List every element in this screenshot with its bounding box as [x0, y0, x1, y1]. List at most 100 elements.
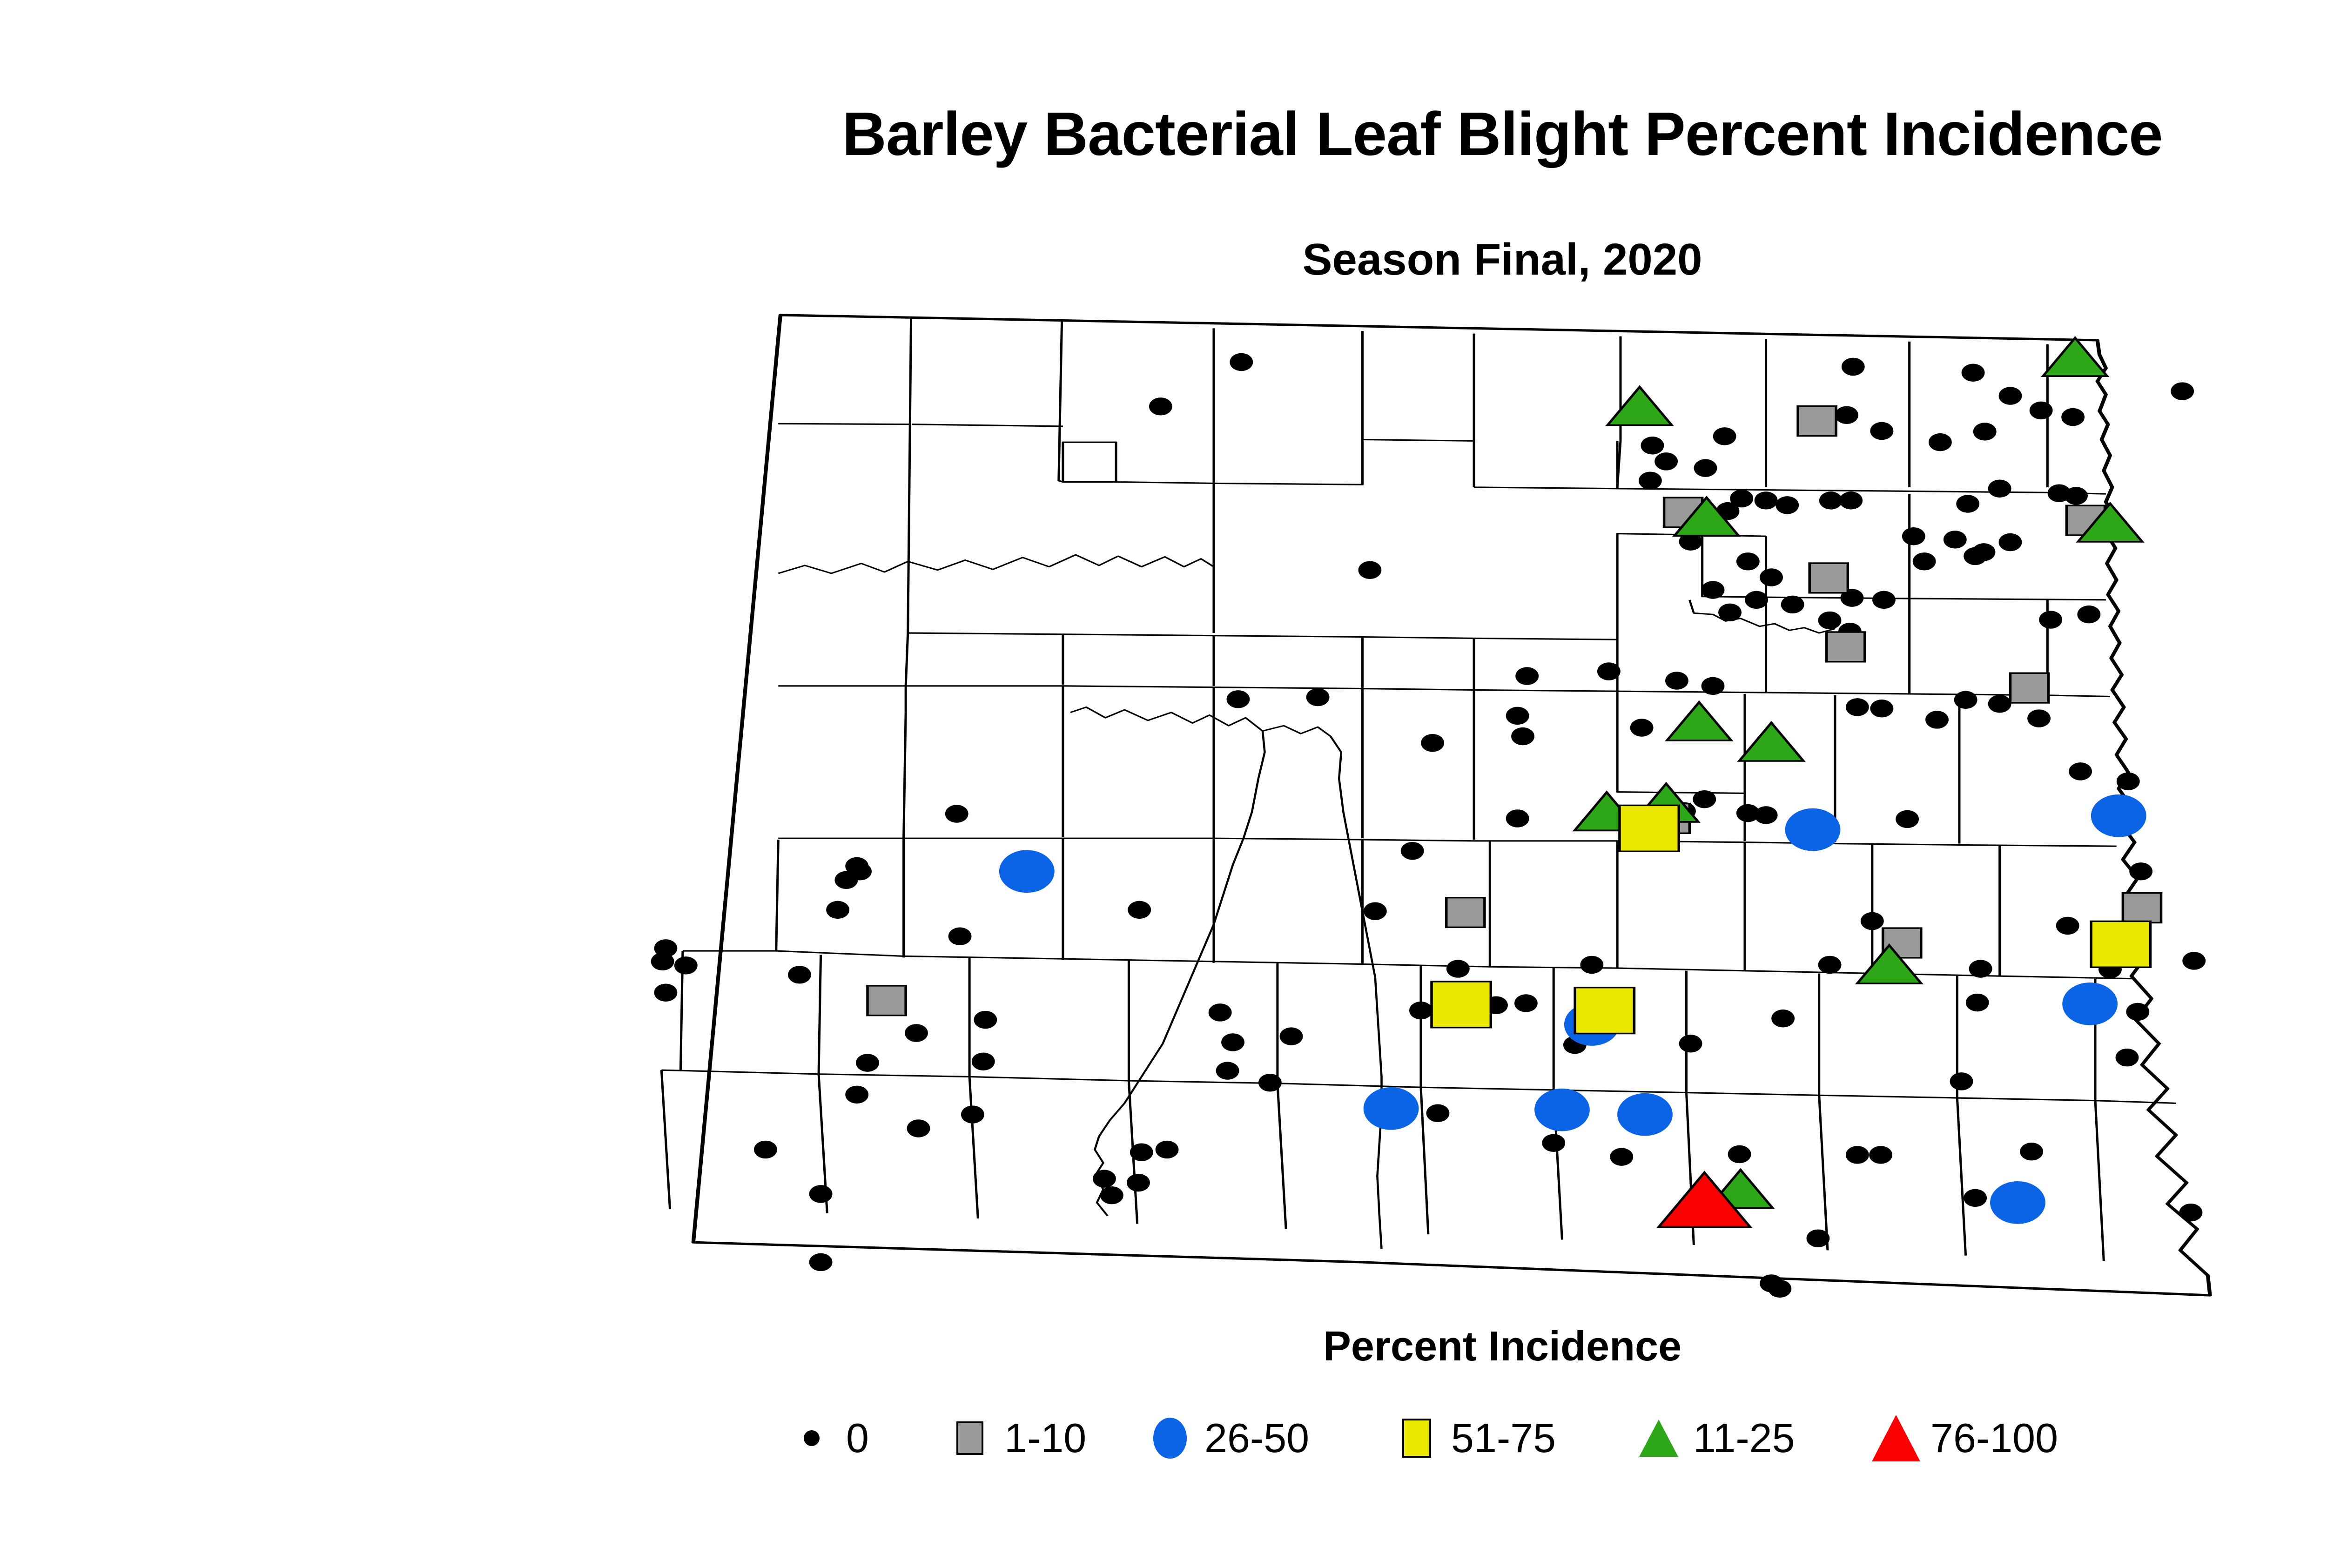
- map-marker-0: [809, 1253, 833, 1272]
- map-marker-0: [1781, 595, 1804, 614]
- map-marker-0: [1679, 532, 1702, 551]
- map-marker-0: [2039, 611, 2063, 629]
- legend-label-0: 0: [846, 1415, 869, 1461]
- map-marker-11-25: [2076, 501, 2145, 543]
- legend-item-51-75[interactable]: 51-75: [1396, 1410, 1556, 1466]
- map-marker-0: [1754, 806, 1778, 824]
- legend-green-triangle-icon: [1638, 1413, 1679, 1464]
- map-marker-0: [1679, 1035, 1702, 1053]
- map-marker-0: [1998, 387, 2022, 405]
- map-marker-0: [1896, 810, 1919, 828]
- map-marker-0: [1841, 357, 1865, 376]
- map-marker-0: [845, 1085, 869, 1104]
- map-marker-0: [2065, 487, 2088, 505]
- map-marker-0: [2182, 952, 2206, 970]
- map-marker-26-50: [1363, 1087, 1419, 1130]
- legend-label-51-75: 51-75: [1451, 1415, 1556, 1461]
- legend-dot-icon: [791, 1413, 832, 1464]
- map-marker-0: [1208, 1003, 1232, 1022]
- legend-item-76-100[interactable]: 76-100: [1872, 1410, 2058, 1466]
- map-marker-51-75: [2090, 920, 2152, 968]
- map-marker-76-100: [1656, 1171, 1753, 1228]
- map-marker-0: [1768, 1279, 1792, 1298]
- map-marker-0: [1358, 561, 1382, 579]
- map-marker-0: [1845, 1146, 1869, 1164]
- map-marker-1-10: [1796, 405, 1837, 437]
- map-marker-0: [971, 1052, 995, 1070]
- map-marker-1-10: [866, 985, 907, 1016]
- map-marker-0: [1279, 1027, 1303, 1045]
- map-marker-0: [1860, 912, 1884, 930]
- map-marker-0: [674, 956, 698, 975]
- map-marker-0: [1912, 552, 1936, 571]
- legend-red-triangle-icon: [1872, 1413, 1920, 1464]
- map-marker-0: [1092, 1170, 1116, 1188]
- map-marker-0: [1400, 841, 1424, 860]
- page-subtitle: Season Final, 2020: [1302, 235, 1702, 284]
- legend-gray-square-icon: [949, 1413, 990, 1464]
- legend: 0 1-10 26-50 51-75 11-25 76-100: [791, 1410, 2234, 1494]
- legend-label-1-10: 1-10: [1004, 1415, 1087, 1461]
- map-marker-1-10: [2009, 672, 2050, 704]
- map-marker-0: [974, 1010, 997, 1029]
- map-marker-26-50: [999, 850, 1055, 893]
- map-marker-0: [2129, 862, 2153, 881]
- map-marker-0: [1694, 459, 1717, 477]
- map-marker-26-50: [1617, 1093, 1673, 1136]
- map-marker-0: [2171, 382, 2194, 400]
- map-marker-0: [1127, 1173, 1150, 1192]
- map-marker-26-50: [2091, 794, 2146, 837]
- map-marker-0: [948, 927, 972, 946]
- map-marker-0: [1155, 1140, 1179, 1159]
- legend-item-0[interactable]: 0: [791, 1410, 869, 1466]
- map-marker-0: [1654, 452, 1678, 471]
- map-marker-26-50: [1534, 1088, 1590, 1131]
- map-marker-0: [1100, 1186, 1123, 1205]
- map-marker-0: [1638, 471, 1662, 490]
- map-marker-0: [1421, 734, 1444, 752]
- map-marker-0: [1149, 397, 1172, 416]
- map-marker-0: [1818, 956, 1842, 974]
- map-marker-0: [1514, 994, 1538, 1012]
- legend-item-26-50[interactable]: 26-50: [1150, 1410, 1309, 1466]
- map-marker-0: [2027, 709, 2051, 727]
- map-marker-11-25: [1605, 385, 1674, 426]
- legend-item-11-25[interactable]: 11-25: [1638, 1410, 1795, 1466]
- map-marker-0: [1872, 591, 1896, 609]
- map-marker-1-10: [1808, 562, 1849, 594]
- legend-label-76-100: 76-100: [1930, 1415, 2058, 1461]
- map-marker-0: [1818, 611, 1842, 630]
- map-marker-0: [1630, 719, 1654, 737]
- map-marker-0: [1701, 677, 1725, 695]
- map-marker-0: [1902, 527, 1925, 545]
- data-markers: [651, 336, 2206, 1298]
- map-marker-0: [1130, 1143, 1153, 1161]
- map-marker-0: [1730, 489, 1754, 508]
- map-marker-11-25: [1665, 700, 1734, 741]
- map-marker-0: [1446, 960, 1470, 978]
- map-marker-0: [2029, 401, 2053, 420]
- map-marker-0: [1736, 804, 1760, 822]
- map-marker-0: [1597, 662, 1621, 680]
- north-dakota-map[interactable]: [619, 289, 2276, 1322]
- legend-item-1-10[interactable]: 1-10: [949, 1410, 1086, 1466]
- map-marker-0: [1806, 1229, 1830, 1247]
- map-marker-26-50: [2062, 983, 2118, 1025]
- map-marker-0: [961, 1105, 984, 1124]
- map-marker-0: [1580, 956, 1604, 974]
- map-marker-11-25: [1737, 720, 1806, 762]
- map-marker-0: [1230, 353, 1253, 371]
- map-marker-26-50: [1990, 1181, 2045, 1224]
- map-marker-0: [2116, 772, 2140, 791]
- map-marker-11-25: [1672, 496, 1741, 537]
- map-marker-0: [1819, 491, 1843, 510]
- map-marker-0: [1728, 1145, 1751, 1164]
- map-marker-0: [1216, 1062, 1239, 1080]
- map-svg[interactable]: [619, 289, 2276, 1322]
- map-marker-0: [1869, 1146, 1892, 1164]
- map-marker-0: [1943, 531, 1967, 549]
- map-marker-0: [1506, 707, 1529, 725]
- map-marker-0: [1950, 1072, 1973, 1090]
- map-marker-0: [2056, 916, 2079, 935]
- map-marker-0: [1776, 496, 1799, 514]
